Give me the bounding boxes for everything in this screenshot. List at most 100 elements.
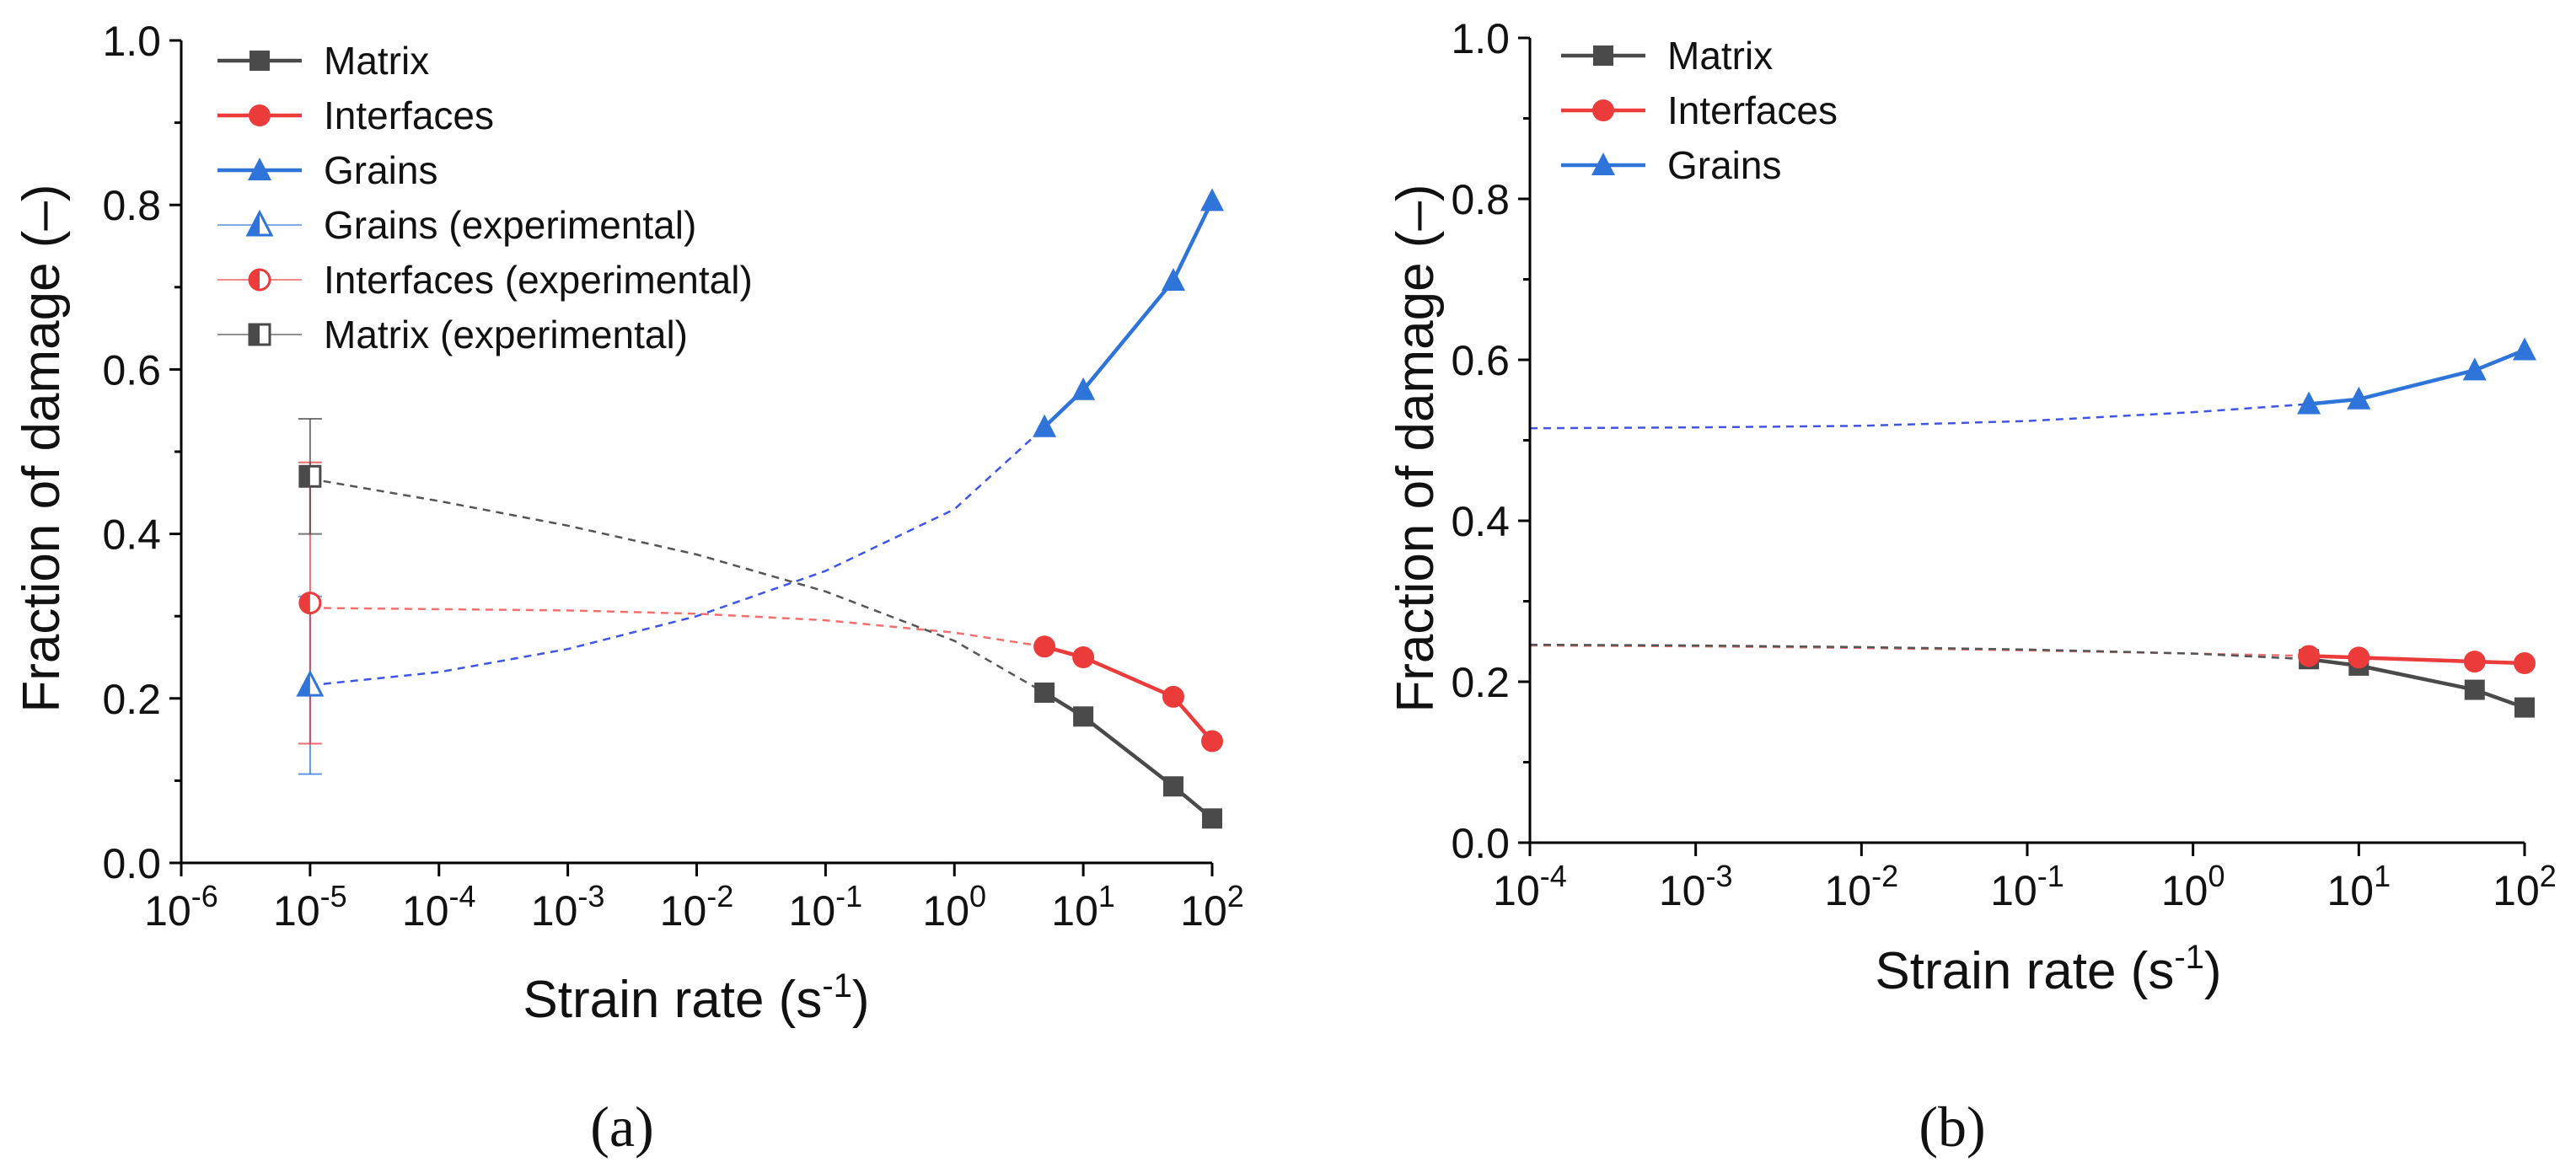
panel-a-x-tick-base: 10 [402, 887, 449, 935]
panel-b-x-tick-exponent: 2 [2540, 859, 2557, 893]
panel-a-y-tick-label: 0.4 [102, 512, 161, 559]
panel-b-y-tick-label: 0.0 [1451, 820, 1510, 867]
panel-b-grains-line [2308, 348, 2525, 406]
panel-b-x-tick-label: 102 [2493, 859, 2557, 914]
panel-a-x-tick-exponent: 0 [969, 879, 986, 913]
panel-b-grains-point [2513, 337, 2536, 361]
panel-a-x-tick-exponent: -2 [706, 879, 733, 913]
panel-a-grains-point [1071, 377, 1096, 400]
panel-a-x-tick-label: 10-4 [402, 879, 476, 935]
panel-b-x-tick-base: 10 [1825, 867, 1872, 914]
panel-b-x-tick-label: 10-1 [1990, 859, 2064, 914]
panel-a-matrix-point [1202, 808, 1222, 829]
panel-b-legend-interfaces-label: Interfaces [1667, 88, 1838, 132]
panel-a-matrix-line [1043, 691, 1214, 821]
panel-b-legend-grains-marker [1591, 153, 1615, 175]
panel-a-legend-interfaces-label: Interfaces [324, 94, 494, 137]
panel-a-x-tick-label: 10-5 [273, 879, 347, 935]
panel-b-y-tick-label: 0.6 [1451, 337, 1510, 384]
panel-a-interfaces-experimental-point [298, 592, 322, 615]
panel-a-grains-experimental-point-fill [298, 672, 310, 696]
panel-b-fit-lines [1529, 403, 2310, 661]
panel-a-legend-grains-marker [248, 158, 271, 180]
panel-a-legend-matrix-experimental-marker-fill [250, 324, 260, 345]
panel-a-legend-matrix-label: Matrix [324, 39, 429, 83]
panel-a-x-tick-exponent: -4 [449, 879, 476, 913]
panel-b-x-tick-exponent: -4 [1540, 859, 1567, 893]
panel-a-axes: 0.00.20.40.60.81.010-6 10-5 10-4 10-3 10-2 10… [102, 18, 1243, 935]
panel-a-x-tick-base: 10 [1180, 887, 1227, 935]
panel-b-grains-point [2462, 357, 2487, 381]
panel-b-grains-point [2297, 391, 2321, 415]
panel-a-x-tick-base: 10 [660, 887, 707, 935]
panel-a-x-tick-label: 101 [1051, 879, 1115, 935]
panel-a-legend-interfaces-experimental-label: Interfaces (experimental) [324, 258, 753, 302]
panel-b-matrix-point [2464, 679, 2485, 700]
panel-a-grains-point [1200, 188, 1224, 212]
panel-b-x-tick-exponent: -3 [1705, 859, 1732, 893]
panel-b-x-tick-label: 10-4 [1493, 859, 1567, 914]
panel-a: 0.00.20.40.60.81.010-6 10-5 10-4 10-3 10-2 10… [13, 18, 1244, 1159]
panel-b-x-tick-exponent: -2 [1871, 859, 1898, 893]
panel-a-x-axis-label: Strain rate (s-1) [523, 967, 869, 1029]
panel-a-x-tick-label: 10-3 [531, 879, 605, 935]
panel-a-grains-line [1043, 200, 1215, 429]
panel-a-legend-matrix-experimental-marker [248, 323, 271, 346]
panel-b-x-tick-label: 10-3 [1659, 859, 1733, 914]
panel-a-interfaces-point [1033, 635, 1056, 658]
panel-a-x-tick-base: 10 [531, 887, 578, 935]
panel-b-x-axis-label: Strain rate (s-1) [1875, 939, 2221, 1000]
panel-b-legend-grains-label: Grains [1667, 143, 1781, 187]
panel-a-legend-interfaces-marker [249, 104, 271, 126]
panel-a-interfaces-fit-line [309, 607, 1045, 648]
panel-a-legend-matrix-experimental-label: Matrix (experimental) [324, 313, 688, 356]
panel-b-interfaces-point [2298, 645, 2321, 667]
panel-a-interfaces-line [1044, 645, 1214, 743]
panel-a-interfaces-point [1162, 685, 1184, 708]
panel-a-y-tick-label: 0.8 [102, 182, 161, 229]
panel-b-x-tick-label: 101 [2327, 859, 2391, 914]
panel-a-interfaces-point [1072, 646, 1095, 668]
panel-b-x-tick-label: 100 [2161, 859, 2225, 914]
panel-a-x-tick-exponent: 1 [1098, 879, 1115, 913]
panel-b-x-axis-label-close: ) [2204, 942, 2222, 1000]
panel-a-y-tick-label: 0.0 [102, 840, 161, 887]
panel-b-x-tick-exponent: -1 [2037, 859, 2064, 893]
panel-b-axes: 0.00.20.40.60.81.010-4 10-3 10-2 10-1 100 101… [1451, 15, 2556, 914]
panel-a-x-tick-exponent: -3 [577, 879, 604, 913]
panel-a-x-axis-label-text: Strain rate (s [523, 971, 822, 1029]
panel-b-matrix-line [2308, 657, 2525, 710]
panel-a-x-tick-base: 10 [144, 887, 191, 935]
panel-b-x-tick-base: 10 [2327, 867, 2375, 914]
panel-a-matrix-experimental-point-fill [299, 466, 310, 487]
panel-b-y-tick-label: 0.4 [1451, 498, 1510, 545]
panel-a-x-tick-label: 102 [1180, 879, 1244, 935]
panel-a-grains-experimental-point [296, 669, 325, 697]
panel-b-y-tick-label: 0.8 [1451, 176, 1510, 223]
panel-b-grains-point [2347, 386, 2371, 410]
panel-b-matrix-fit-line [1529, 643, 2310, 661]
panel-a-x-tick-exponent: 2 [1227, 879, 1244, 913]
panel-a-x-axis-label-close: ) [852, 971, 870, 1029]
panel-b-legend: Matrix Interfaces Grains [1561, 34, 1838, 187]
panel-a-x-tick-base: 10 [1051, 887, 1098, 935]
panel-a-series [296, 188, 1224, 829]
panel-a-y-tick-label: 0.2 [102, 676, 161, 723]
panel-b-series [2297, 337, 2536, 718]
panel-a-legend-grains-label: Grains [324, 148, 437, 192]
panel-b-x-tick-base: 10 [2161, 867, 2208, 914]
panel-a-x-tick-base: 10 [922, 887, 969, 935]
panel-a-legend-interfaces-experimental-marker-fill [250, 270, 260, 290]
panel-b-grains-fit-line [1529, 403, 2310, 430]
panel-b-y-tick-label: 0.2 [1451, 659, 1510, 706]
panel-a-grains-point [1161, 267, 1185, 291]
panel-b-x-tick-base: 10 [1659, 867, 1706, 914]
panel-a-interfaces-point [1201, 730, 1223, 753]
panel-b-x-tick-base: 10 [1493, 867, 1540, 914]
panel-b-y-tick-label: 1.0 [1451, 15, 1510, 62]
panel-a-matrix-experimental-point [298, 464, 322, 488]
panel-b-x-axis-label-exp: -1 [2174, 939, 2204, 976]
panel-a-x-tick-exponent: -5 [320, 879, 347, 913]
panel-a-grains-point [1033, 414, 1057, 437]
panel-a-legend: Matrix Interfaces Grains Grains (experiment… [217, 39, 753, 356]
